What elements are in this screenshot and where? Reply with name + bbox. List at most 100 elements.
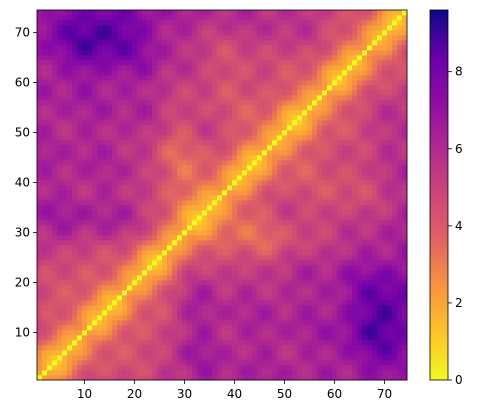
heatmap-cell — [132, 200, 138, 206]
heatmap-cell — [202, 315, 208, 321]
heatmap-cell — [242, 305, 248, 311]
heatmap-cell — [152, 100, 158, 106]
heatmap-cell — [127, 30, 133, 36]
heatmap-cell — [97, 185, 103, 191]
heatmap-cell — [257, 35, 263, 41]
heatmap-cell — [237, 160, 243, 166]
heatmap-cell — [277, 190, 283, 196]
heatmap-cell — [182, 60, 188, 66]
heatmap-cell — [207, 355, 213, 361]
heatmap-cell — [357, 370, 363, 376]
heatmap-cell — [142, 150, 148, 156]
heatmap-cell — [292, 95, 298, 101]
heatmap-cell — [137, 290, 143, 296]
heatmap-cell — [367, 175, 373, 181]
heatmap-cell — [112, 320, 118, 326]
heatmap-cell — [347, 25, 353, 31]
heatmap-cell — [297, 290, 303, 296]
heatmap-cell — [217, 65, 223, 71]
heatmap-cell — [182, 230, 188, 236]
heatmap-cell — [202, 300, 208, 306]
heatmap-cell — [52, 270, 58, 276]
heatmap-cell — [332, 35, 338, 41]
heatmap-cell — [352, 245, 358, 251]
heatmap-cell — [87, 345, 93, 351]
heatmap-cell — [332, 335, 338, 341]
heatmap-cell — [157, 265, 163, 271]
heatmap-cell — [337, 45, 343, 51]
heatmap-cell — [142, 260, 148, 266]
heatmap-cell — [212, 350, 218, 356]
heatmap-cell — [232, 180, 238, 186]
heatmap-cell — [272, 315, 278, 321]
heatmap-cell — [277, 280, 283, 286]
heatmap-cell — [42, 355, 48, 361]
heatmap-cell — [297, 170, 303, 176]
heatmap-cell — [62, 230, 68, 236]
heatmap-cell — [297, 70, 303, 76]
heatmap-cell — [262, 175, 268, 181]
heatmap-cell — [152, 130, 158, 136]
heatmap-cell — [112, 375, 118, 381]
heatmap-cell — [142, 25, 148, 31]
heatmap-cell — [297, 360, 303, 366]
heatmap-cell — [352, 20, 358, 26]
heatmap-cell — [347, 155, 353, 161]
heatmap-cell — [332, 300, 338, 306]
heatmap-cell — [312, 290, 318, 296]
heatmap-cell — [322, 310, 328, 316]
heatmap-cell — [362, 75, 368, 81]
heatmap-cell — [262, 255, 268, 261]
heatmap-cell — [152, 220, 158, 226]
heatmap-cell — [177, 260, 183, 266]
heatmap-cell — [262, 145, 268, 151]
heatmap-cell — [267, 85, 273, 91]
heatmap-cell — [62, 160, 68, 166]
heatmap-cell — [247, 85, 253, 91]
heatmap-cell — [237, 65, 243, 71]
heatmap-cell — [347, 200, 353, 206]
heatmap-cell — [307, 185, 313, 191]
heatmap-cell — [152, 120, 158, 126]
heatmap-cell — [147, 250, 153, 256]
heatmap-cell — [112, 305, 118, 311]
heatmap-cell — [297, 25, 303, 31]
heatmap-cell — [192, 65, 198, 71]
heatmap-cell — [47, 220, 53, 226]
heatmap-cell — [37, 105, 43, 111]
heatmap-cell — [352, 15, 358, 21]
heatmap-cell — [337, 205, 343, 211]
heatmap-cell — [312, 310, 318, 316]
heatmap-cell — [367, 65, 373, 71]
heatmap-cell — [127, 245, 133, 251]
heatmap-cell — [117, 120, 123, 126]
heatmap-cell — [317, 200, 323, 206]
heatmap-cell — [292, 120, 298, 126]
heatmap-cell — [67, 300, 73, 306]
heatmap-cell — [337, 60, 343, 66]
heatmap-cell — [292, 320, 298, 326]
heatmap-cell — [252, 240, 258, 246]
heatmap-cell — [267, 285, 273, 291]
heatmap-cell — [322, 355, 328, 361]
heatmap-cell — [367, 195, 373, 201]
heatmap-cell — [262, 110, 268, 116]
heatmap-cell — [372, 200, 378, 206]
heatmap-cell — [247, 30, 253, 36]
heatmap-cell — [262, 350, 268, 356]
heatmap-cell — [167, 320, 173, 326]
heatmap-cell — [82, 220, 88, 226]
heatmap-cell — [362, 265, 368, 271]
heatmap-cell — [42, 200, 48, 206]
heatmap-cell — [322, 305, 328, 311]
heatmap-cell — [57, 215, 63, 221]
heatmap-cell — [227, 245, 233, 251]
heatmap-cell — [222, 330, 228, 336]
heatmap-cell — [272, 110, 278, 116]
heatmap-cell — [147, 130, 153, 136]
heatmap-cell — [262, 245, 268, 251]
heatmap-cell — [82, 225, 88, 231]
heatmap-cell — [57, 190, 63, 196]
heatmap-cell — [52, 20, 58, 26]
heatmap-cell — [267, 165, 273, 171]
